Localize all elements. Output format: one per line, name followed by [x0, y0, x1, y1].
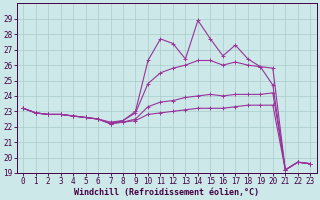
X-axis label: Windchill (Refroidissement éolien,°C): Windchill (Refroidissement éolien,°C) [74, 188, 259, 197]
